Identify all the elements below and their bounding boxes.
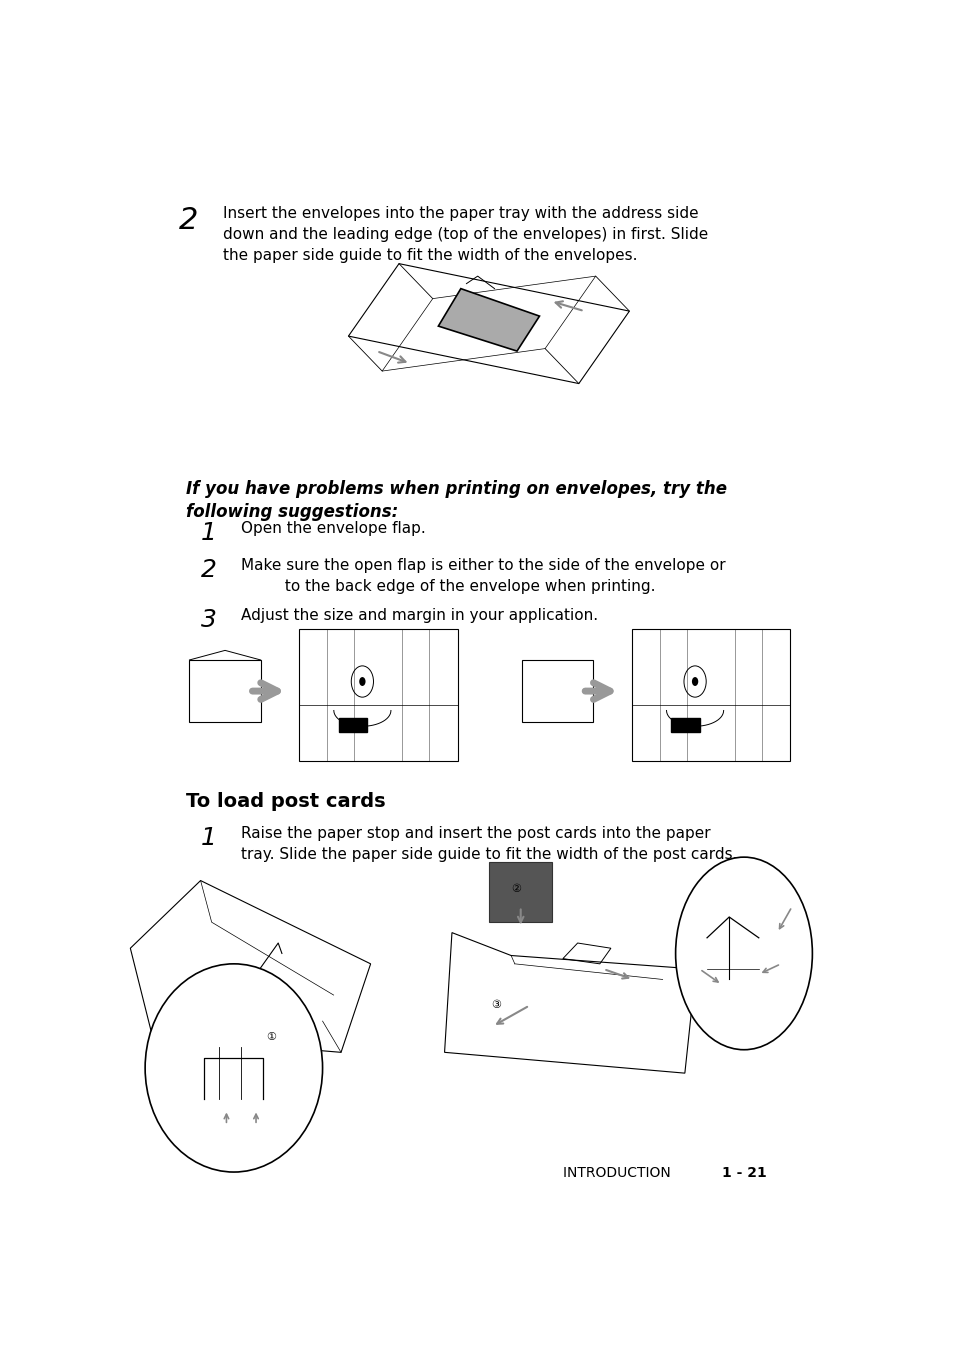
Text: Insert the envelopes into the paper tray with the address side
down and the lead: Insert the envelopes into the paper tray… bbox=[222, 206, 707, 262]
Text: If you have problems when printing on envelopes, try the
following suggestions:: If you have problems when printing on en… bbox=[186, 480, 726, 522]
Bar bbox=[488, 861, 551, 922]
Text: ②: ② bbox=[511, 884, 520, 894]
Text: 3: 3 bbox=[200, 608, 216, 631]
Text: 1: 1 bbox=[200, 522, 216, 545]
Text: 1 - 21: 1 - 21 bbox=[721, 1167, 766, 1180]
Text: Raise the paper stop and insert the post cards into the paper
tray. Slide the pa: Raise the paper stop and insert the post… bbox=[241, 826, 737, 863]
Bar bbox=[190, 660, 260, 722]
Text: Open the envelope flap.: Open the envelope flap. bbox=[241, 522, 426, 537]
Text: 1: 1 bbox=[200, 826, 216, 850]
Bar bbox=[671, 718, 700, 731]
Bar bbox=[338, 718, 367, 731]
Circle shape bbox=[691, 677, 698, 685]
Text: Make sure the open flap is either to the side of the envelope or
         to the: Make sure the open flap is either to the… bbox=[241, 558, 725, 594]
Text: To load post cards: To load post cards bbox=[186, 792, 385, 811]
Text: ③: ③ bbox=[491, 1000, 500, 1010]
Text: 2: 2 bbox=[178, 206, 197, 235]
Circle shape bbox=[359, 677, 365, 685]
Polygon shape bbox=[437, 288, 539, 352]
Ellipse shape bbox=[675, 857, 812, 1049]
Bar bbox=[521, 660, 593, 722]
Ellipse shape bbox=[145, 964, 322, 1172]
Text: INTRODUCTION: INTRODUCTION bbox=[562, 1167, 683, 1180]
Bar bbox=[298, 629, 457, 761]
Bar bbox=[631, 629, 789, 761]
Text: 2: 2 bbox=[200, 558, 216, 581]
Text: Adjust the size and margin in your application.: Adjust the size and margin in your appli… bbox=[241, 608, 598, 623]
Text: ①: ① bbox=[266, 1032, 275, 1041]
